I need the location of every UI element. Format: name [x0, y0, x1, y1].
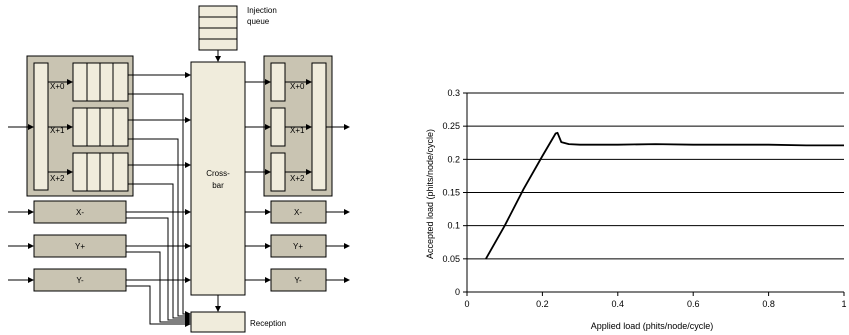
- x-tick-labels: 0 0.2 0.4 0.6 0.8 1: [464, 299, 846, 309]
- input-buffer-x2: X+2: [50, 152, 129, 192]
- input-buffer-x1-label: X+1: [50, 126, 65, 135]
- x-tick-label: 0.4: [612, 299, 625, 309]
- x-tick-label: 1: [841, 299, 846, 309]
- y-axis-label: Accepted load (phits/node/cycle): [425, 129, 435, 259]
- input-x-module: X+0 X+1 X+2: [26, 55, 134, 197]
- injection-queue-label-1: Injection: [247, 6, 277, 15]
- input-buffer-x1: X+1: [50, 107, 129, 147]
- output-buffer-x0-label: X+0: [290, 82, 305, 91]
- chart-series: [485, 131, 844, 260]
- series-line: [485, 131, 844, 260]
- y-tick-label: 0.15: [442, 188, 460, 198]
- x-tick-label: 0.6: [687, 299, 700, 309]
- input-port-y-minus: Y-: [33, 268, 127, 292]
- y-tick-label: 0.1: [447, 221, 460, 231]
- y-tick-label: 0.25: [442, 121, 460, 131]
- output-port-y-minus: Y-: [270, 268, 327, 292]
- crossbar: Cross- bar: [190, 61, 246, 296]
- reception-label: Reception: [250, 319, 286, 328]
- output-port-y-plus-label: Y+: [293, 242, 303, 251]
- input-port-x-minus-label: X-: [76, 208, 84, 217]
- input-buffer-x0: X+0: [50, 62, 129, 102]
- y-tick-label: 0.2: [447, 154, 460, 164]
- x-axis-label: Applied load (phits/node/cycle): [591, 321, 714, 331]
- output-port-y-plus: Y+: [270, 234, 327, 258]
- output-buffer-x2-label: X+2: [290, 174, 305, 183]
- input-buffer-x2-label: X+2: [50, 174, 65, 183]
- y-tick-label: 0.05: [442, 254, 460, 264]
- injection-queue: Injection queue: [198, 5, 277, 51]
- output-port-y-minus-label: Y-: [294, 276, 302, 285]
- x-tick-label: 0: [464, 299, 469, 309]
- x-tick-label: 0.2: [536, 299, 549, 309]
- output-port-x-minus-label: X-: [294, 208, 302, 217]
- injection-queue-label-2: queue: [247, 17, 270, 26]
- reception-queue: Reception: [190, 311, 286, 333]
- y-tick-label: 0: [455, 287, 460, 297]
- input-port-y-plus: Y+: [33, 234, 127, 258]
- output-port-x-minus: X-: [270, 200, 327, 224]
- x-tick-label: 0.8: [762, 299, 775, 309]
- chart-grid: [467, 92, 844, 260]
- input-port-y-minus-label: Y-: [76, 276, 84, 285]
- accepted-load-chart: 0 0.05 0.1 0.15 0.2 0.25 0.3 0 0.2 0.4 0.6 0.8 1 Ap…: [425, 88, 847, 331]
- y-tick-labels: 0 0.05 0.1 0.15 0.2 0.25 0.3: [442, 88, 460, 297]
- crossbar-input-wires: [126, 72, 191, 327]
- output-buffer-x1-label: X+1: [290, 126, 305, 135]
- output-buffer-x2: X+2: [270, 152, 305, 192]
- input-buffer-x0-label: X+0: [50, 82, 65, 91]
- input-port-x-minus: X-: [33, 200, 127, 224]
- y-tick-label: 0.3: [447, 88, 460, 98]
- output-x-module: X+0 X+1 X+2: [263, 55, 333, 197]
- chart-axes: [463, 92, 845, 296]
- crossbar-label-1: Cross-: [206, 169, 230, 178]
- output-buffer-x1: X+1: [270, 107, 305, 147]
- input-port-y-plus-label: Y+: [75, 242, 85, 251]
- crossbar-label-2: bar: [212, 181, 224, 190]
- router-diagram: Injection queue Cross- bar Reception X+: [8, 5, 350, 333]
